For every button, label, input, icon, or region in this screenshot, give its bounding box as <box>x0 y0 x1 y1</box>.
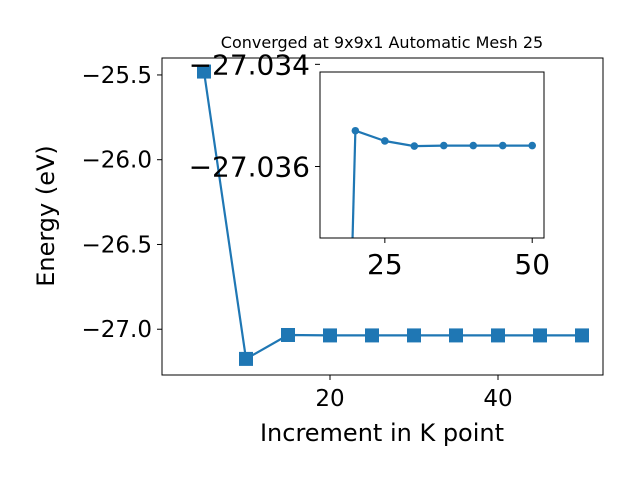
inset-marks <box>351 126 537 238</box>
data-point <box>197 64 211 79</box>
inset-data-point <box>410 142 419 150</box>
data-point <box>491 328 505 343</box>
data-point <box>533 328 547 343</box>
inset-ticks: 25 50 −27.036 −27.034 <box>189 48 550 281</box>
y-tick-label: −27.0 <box>82 317 152 343</box>
series-line <box>202 71 582 361</box>
inset-y-tick-label: −27.036 <box>189 150 310 183</box>
y-tick-label: −25.5 <box>82 63 152 89</box>
main-ticks: 20 40 −25.5 −26.0 −26.5 −27.0 <box>82 63 513 412</box>
data-point <box>449 328 463 343</box>
data-point <box>575 328 589 343</box>
main-marks <box>197 64 589 366</box>
y-axis-label: Energy (eV) <box>32 145 60 287</box>
data-point <box>365 328 379 343</box>
x-tick-label: 20 <box>315 386 344 412</box>
inset-entry-line <box>351 130 357 238</box>
inset-chart: 25 50 −27.036 −27.034 <box>189 48 550 281</box>
x-tick-label: 40 <box>483 386 512 412</box>
inset-axes-frame <box>319 71 545 239</box>
y-tick-label: −26.5 <box>82 232 152 258</box>
data-point <box>281 327 295 342</box>
y-tick-label: −26.0 <box>82 148 152 174</box>
x-axis-label: Increment in K point <box>260 419 504 447</box>
inset-x-tick-label: 25 <box>367 248 403 281</box>
inset-x-tick-label: 50 <box>514 248 550 281</box>
inset-data-point <box>381 137 389 145</box>
inset-data-point <box>528 141 537 150</box>
data-point <box>407 328 421 343</box>
inset-data-point <box>351 126 360 135</box>
data-point <box>323 328 337 343</box>
chart-title: Converged at 9x9x1 Automatic Mesh 25 <box>221 33 543 52</box>
inset-y-tick-label: −27.034 <box>189 48 310 81</box>
inset-background <box>320 72 544 238</box>
inset-data-point <box>439 141 448 150</box>
main-axes-frame <box>161 57 604 376</box>
main-chart: Converged at 9x9x1 Automatic Mesh 25 20 4… <box>32 33 604 447</box>
inset-data-point <box>469 141 478 150</box>
inset-data-point <box>498 141 507 150</box>
data-point <box>239 351 253 366</box>
